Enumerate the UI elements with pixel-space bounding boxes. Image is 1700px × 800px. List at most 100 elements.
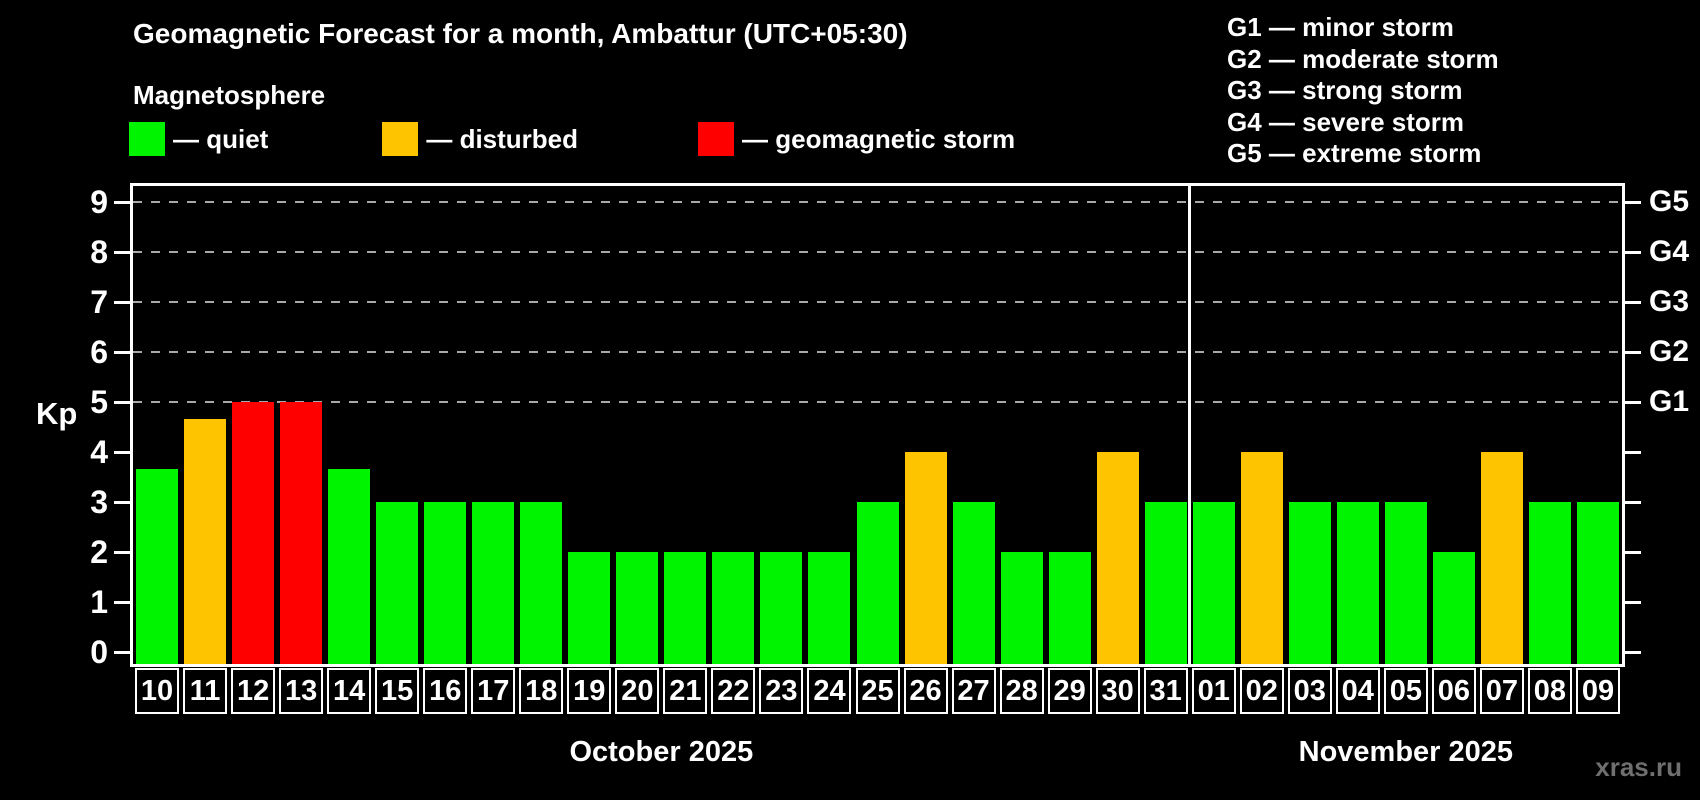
kp-bar-day-18	[520, 502, 563, 664]
disturbed-swatch-icon	[382, 122, 419, 156]
y-tick-2	[114, 550, 130, 554]
right-tick-9	[1625, 200, 1641, 204]
day-box-31: 31	[1143, 668, 1188, 714]
kp-bar-day-27	[952, 502, 995, 664]
right-axis-label-g1: G1	[1649, 385, 1690, 418]
kp-bar-day-20	[616, 552, 659, 664]
gridline-kp9	[133, 201, 1622, 203]
kp-bar-day-28	[1000, 552, 1043, 664]
right-tick-7	[1625, 300, 1641, 304]
day-box-25: 25	[855, 668, 900, 714]
day-box-27: 27	[951, 668, 996, 714]
kp-bar-day-07	[1480, 452, 1523, 664]
y-tick-label-9: 9	[90, 184, 108, 220]
kp-bar-day-23	[760, 552, 803, 664]
day-box-09: 09	[1575, 668, 1620, 714]
day-box-01: 01	[1191, 668, 1236, 714]
right-tick-3	[1625, 500, 1641, 504]
legend-label-quiet: — quiet	[173, 123, 269, 154]
day-box-08: 08	[1527, 668, 1572, 714]
right-tick-8	[1625, 250, 1641, 254]
storm-scale-legend: G1 — minor storm G2 — moderate storm G3 …	[1227, 12, 1499, 170]
day-box-05: 05	[1383, 668, 1428, 714]
g3-legend-line: G3 — strong storm	[1227, 75, 1463, 105]
legend-label-disturbed: — disturbed	[426, 123, 579, 154]
kp-bar-day-30	[1096, 452, 1139, 664]
y-axis-title: Kp	[36, 396, 78, 431]
kp-bar-day-24	[808, 552, 851, 664]
kp-bar-day-25	[856, 502, 899, 664]
day-box-21: 21	[663, 668, 708, 714]
day-box-23: 23	[759, 668, 804, 714]
kp-bar-day-22	[712, 552, 755, 664]
y-tick-6	[114, 350, 130, 354]
kp-bar-day-12	[232, 402, 275, 664]
right-axis-label-g5: G5	[1649, 185, 1690, 218]
kp-bar-day-06	[1432, 552, 1475, 664]
legend-item-disturbed: — disturbed	[382, 122, 578, 156]
day-box-22: 22	[711, 668, 756, 714]
kp-bar-day-16	[424, 502, 467, 664]
y-tick-label-5: 5	[90, 384, 108, 420]
kp-bar-day-10	[136, 468, 179, 664]
y-tick-0	[114, 650, 130, 654]
kp-bar-day-03	[1288, 502, 1331, 664]
y-tick-label-3: 3	[90, 484, 108, 520]
day-box-04: 04	[1335, 668, 1380, 714]
y-tick-4	[114, 450, 130, 454]
right-axis-label-g3: G3	[1649, 285, 1690, 318]
y-tick-5	[114, 400, 130, 404]
right-axis-label-g4: G4	[1649, 235, 1690, 268]
kp-bar-day-15	[376, 502, 419, 664]
day-box-26: 26	[903, 668, 948, 714]
storm-swatch-icon	[698, 122, 735, 156]
watermark: xras.ru	[1595, 752, 1682, 782]
kp-bar-day-02	[1240, 452, 1283, 664]
kp-bar-day-09	[1576, 502, 1619, 664]
kp-bar-day-19	[568, 552, 611, 664]
month-label-1: November 2025	[1298, 736, 1514, 768]
right-tick-6	[1625, 350, 1641, 354]
day-box-16: 16	[423, 668, 468, 714]
kp-bar-day-05	[1384, 502, 1427, 664]
day-box-28: 28	[999, 668, 1044, 714]
day-box-11: 11	[183, 668, 228, 714]
legend-item-quiet: — quiet	[129, 122, 268, 156]
legend-item-storm: — geomagnetic storm	[698, 122, 1015, 156]
y-tick-9	[114, 200, 130, 204]
y-tick-label-0: 0	[90, 634, 108, 670]
kp-bar-day-26	[904, 452, 947, 664]
day-box-17: 17	[471, 668, 516, 714]
kp-bar-day-04	[1336, 502, 1379, 664]
day-box-02: 02	[1239, 668, 1284, 714]
kp-bar-day-08	[1528, 502, 1571, 664]
kp-bar-day-31	[1144, 502, 1187, 664]
g5-legend-line: G5 — extreme storm	[1227, 138, 1482, 168]
month-separator-line	[1188, 186, 1192, 664]
gridline-kp6	[133, 351, 1622, 353]
status-legend: — quiet — disturbed — geomagnetic storm	[129, 122, 1015, 156]
y-tick-label-7: 7	[90, 284, 108, 320]
g1-legend-line: G1 — minor storm	[1227, 12, 1454, 42]
quiet-swatch-icon	[129, 122, 165, 156]
right-tick-1	[1625, 600, 1641, 604]
day-box-03: 03	[1287, 668, 1332, 714]
month-label-0: October 2025	[569, 736, 754, 768]
day-box-14: 14	[327, 668, 372, 714]
right-tick-5	[1625, 400, 1641, 404]
right-tick-4	[1625, 450, 1641, 454]
gridline-kp7	[133, 301, 1622, 303]
legend-label-storm: — geomagnetic storm	[742, 123, 1016, 154]
kp-bar-day-01	[1192, 502, 1235, 664]
g2-legend-line: G2 — moderate storm	[1227, 43, 1499, 74]
y-tick-label-1: 1	[90, 584, 108, 620]
g4-legend-line: G4 — severe storm	[1227, 106, 1465, 137]
plot-inner	[133, 186, 1622, 664]
kp-bar-day-11	[184, 418, 227, 664]
kp-bar-day-17	[472, 502, 515, 664]
magnetosphere-subtitle: Magnetosphere	[133, 80, 326, 110]
y-tick-label-6: 6	[90, 334, 108, 370]
day-box-13: 13	[279, 668, 324, 714]
day-box-19: 19	[567, 668, 612, 714]
